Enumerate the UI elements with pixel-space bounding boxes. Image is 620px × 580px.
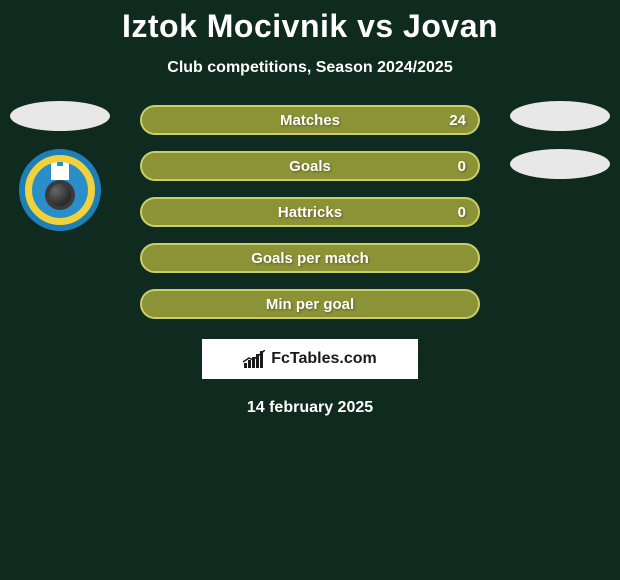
- stat-label: Matches: [280, 112, 340, 129]
- comparison-card: Iztok Mocivnik vs Jovan Club competition…: [0, 0, 620, 580]
- ball-icon: [45, 180, 75, 210]
- content-row: Matches 24 Goals 0 Hattricks 0 Goals per match…: [0, 105, 620, 319]
- brand-chart-icon: [243, 350, 265, 368]
- stat-value-right: 24: [449, 112, 466, 129]
- player-left-avatar-placeholder: [10, 101, 110, 131]
- stat-value-right: 0: [458, 204, 466, 221]
- stat-pill: Goals 0: [140, 151, 480, 181]
- stat-label: Goals per match: [251, 250, 369, 267]
- page-title: Iztok Mocivnik vs Jovan: [0, 8, 620, 45]
- stats-list: Matches 24 Goals 0 Hattricks 0 Goals per match…: [140, 105, 480, 319]
- player-left-club-badge: [19, 149, 101, 231]
- stat-label: Min per goal: [266, 296, 354, 313]
- stat-pill: Hattricks 0: [140, 197, 480, 227]
- castle-icon: [51, 166, 69, 180]
- stat-label: Hattricks: [278, 204, 342, 221]
- stat-label: Goals: [289, 158, 331, 175]
- brand-text: FcTables.com: [271, 350, 377, 368]
- brand-box: FcTables.com: [202, 339, 418, 379]
- stat-pill: Goals per match: [140, 243, 480, 273]
- player-right-avatar-placeholder: [510, 101, 610, 131]
- player-left-col: [10, 101, 110, 231]
- player-right-club-placeholder: [510, 149, 610, 179]
- stat-pill: Matches 24: [140, 105, 480, 135]
- club-badge-inner: [32, 162, 88, 218]
- stat-value-right: 0: [458, 158, 466, 175]
- player-right-col: [510, 101, 610, 179]
- date-text: 14 february 2025: [0, 399, 620, 417]
- stat-pill: Min per goal: [140, 289, 480, 319]
- subtitle: Club competitions, Season 2024/2025: [0, 59, 620, 77]
